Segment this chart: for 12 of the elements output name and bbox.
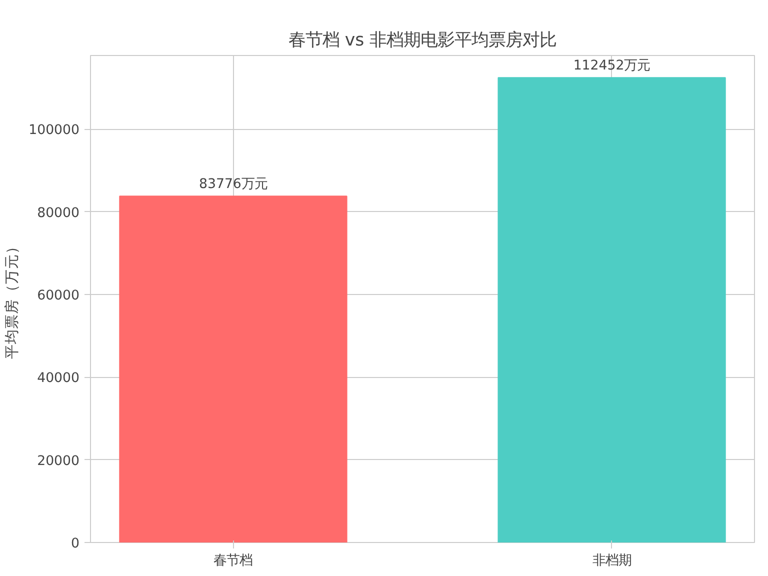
- data-label: 112452万元: [573, 58, 650, 74]
- data-label: 83776万元: [199, 177, 268, 192]
- y-tick-label: 0: [71, 536, 80, 552]
- chart-title: 春节档 vs 非档期电影平均票房对比: [288, 30, 557, 50]
- x-tick-label: 春节档: [214, 554, 253, 568]
- y-tick-label: 40000: [37, 371, 80, 386]
- x-tick-label: 非档期: [592, 554, 632, 568]
- y-tick-label: 20000: [37, 454, 80, 469]
- y-tick-label: 100000: [28, 123, 80, 138]
- y-tick-label: 60000: [37, 288, 80, 304]
- y-tick-label: 80000: [37, 206, 80, 221]
- y-axis-title: 平均票房（万元）: [4, 239, 21, 359]
